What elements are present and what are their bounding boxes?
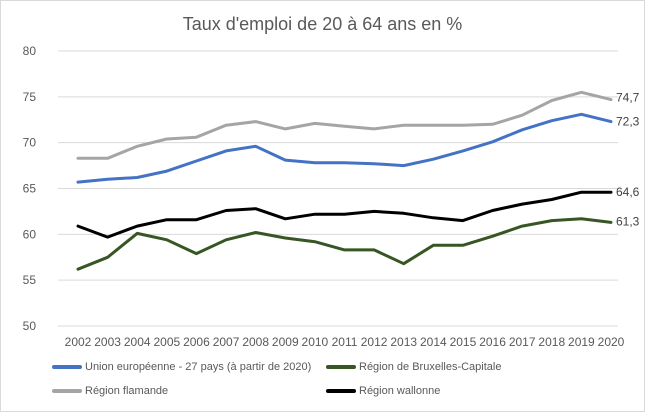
x-tick-label: 2016 xyxy=(479,335,506,349)
legend-swatch xyxy=(326,389,356,393)
x-tick-label: 2012 xyxy=(361,335,388,349)
x-tick-label: 2006 xyxy=(183,335,210,349)
legend-swatch xyxy=(52,389,82,393)
x-tick-label: 2015 xyxy=(450,335,477,349)
series-line xyxy=(76,217,613,271)
x-tick-label: 2013 xyxy=(390,335,417,349)
legend-item: Région flamande xyxy=(52,385,168,397)
series-line xyxy=(76,112,613,184)
legend-label: Région wallonne xyxy=(359,385,441,397)
y-tick-label: 70 xyxy=(23,136,37,150)
legend-swatch xyxy=(326,365,356,369)
y-tick-label: 80 xyxy=(23,44,37,58)
x-tick-label: 2002 xyxy=(65,335,92,349)
x-tick-label: 2009 xyxy=(272,335,299,349)
y-tick-label: 60 xyxy=(23,227,37,241)
x-tick-label: 2004 xyxy=(124,335,151,349)
x-tick-label: 2011 xyxy=(332,335,358,349)
legend-swatch xyxy=(52,365,82,369)
end-data-label: 74,7 xyxy=(616,91,640,105)
x-tick-label: 2007 xyxy=(213,335,240,349)
x-tick-label: 2019 xyxy=(568,335,595,349)
y-tick-label: 50 xyxy=(23,319,37,333)
x-tick-label: 2003 xyxy=(94,335,121,349)
x-tick-label: 2017 xyxy=(509,335,536,349)
y-tick-label: 55 xyxy=(23,273,37,287)
series-line xyxy=(76,90,613,160)
end-data-label: 72,3 xyxy=(616,115,640,129)
legend-label: Région flamande xyxy=(85,385,169,397)
x-tick-label: 2010 xyxy=(302,335,329,349)
y-tick-label: 65 xyxy=(23,182,37,196)
x-tick-label: 2014 xyxy=(420,335,447,349)
chart-title: Taux d'emploi de 20 à 64 ans en % xyxy=(182,14,463,34)
x-tick-label: 2005 xyxy=(153,335,180,349)
legend-label: Union européenne - 27 pays (à partir de … xyxy=(85,361,312,373)
x-tick-label: 2020 xyxy=(598,335,625,349)
x-tick-label: 2008 xyxy=(242,335,269,349)
legend-item: Région wallonne xyxy=(326,385,440,397)
end-data-label: 61,3 xyxy=(616,214,640,228)
x-tick-label: 2018 xyxy=(538,335,565,349)
legend-item: Union européenne - 27 pays (à partir de … xyxy=(52,361,311,373)
legend-item: Région de Bruxelles-Capitale xyxy=(326,361,501,373)
legend-label: Région de Bruxelles-Capitale xyxy=(359,361,502,373)
end-data-label: 64,6 xyxy=(616,185,640,199)
series-line xyxy=(76,190,613,239)
y-tick-label: 75 xyxy=(23,90,37,104)
